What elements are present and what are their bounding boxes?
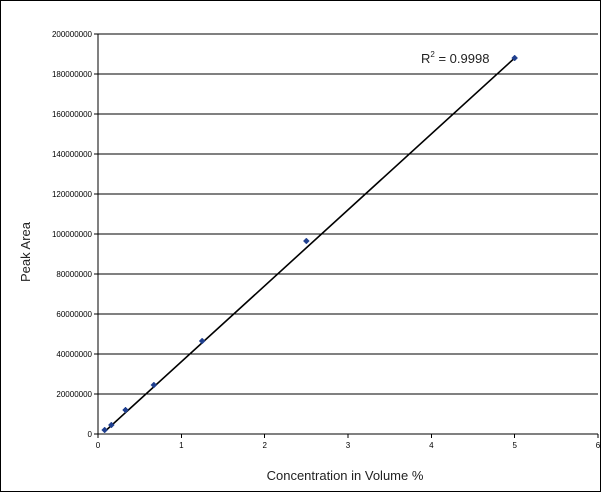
x-tick-label-0: 0 bbox=[96, 441, 101, 450]
y-tick-label-20000000: 20000000 bbox=[56, 390, 92, 399]
y-tick-label-200000000: 200000000 bbox=[52, 30, 93, 39]
trendline-layer bbox=[104, 57, 516, 433]
axes bbox=[94, 33, 599, 438]
data-point-2 bbox=[122, 406, 129, 414]
x-tick-label-5: 5 bbox=[512, 441, 517, 450]
x-tick-label-4: 4 bbox=[429, 441, 434, 450]
data-point-4 bbox=[198, 337, 206, 345]
data-point-6 bbox=[511, 54, 519, 62]
y-tick-label-140000000: 140000000 bbox=[52, 150, 93, 159]
data-points bbox=[101, 54, 519, 434]
x-tick-label-6: 6 bbox=[596, 441, 600, 450]
y-tick-labels: 0 20000000 40000000 60000000 80000000 1000000… bbox=[52, 30, 93, 439]
x-tick-label-2: 2 bbox=[262, 441, 267, 450]
y-tick-label-180000000: 180000000 bbox=[52, 70, 93, 79]
y-tick-label-0: 0 bbox=[88, 430, 93, 439]
y-tick-label-80000000: 80000000 bbox=[56, 270, 92, 279]
y-tick-label-100000000: 100000000 bbox=[52, 230, 93, 239]
y-tick-label-120000000: 120000000 bbox=[52, 190, 93, 199]
data-point-5 bbox=[302, 237, 310, 245]
gridlines bbox=[98, 33, 598, 395]
x-tick-label-3: 3 bbox=[346, 441, 351, 450]
y-axis-title: Peak Area bbox=[18, 221, 33, 282]
r-squared-value: = 0.9998 bbox=[435, 51, 490, 66]
y-tick-label-40000000: 40000000 bbox=[56, 350, 92, 359]
x-tick-labels: 0 1 2 3 4 5 6 bbox=[96, 441, 600, 450]
x-tick-label-1: 1 bbox=[179, 441, 184, 450]
data-point-0 bbox=[101, 426, 109, 434]
x-axis-title: Concentration in Volume % bbox=[267, 468, 424, 483]
y-tick-label-160000000: 160000000 bbox=[52, 110, 93, 119]
r-squared-r: R bbox=[421, 51, 430, 66]
r-squared-annotation: R2 = 0.9998 bbox=[421, 50, 489, 66]
data-point-1 bbox=[107, 421, 115, 429]
data-point-3 bbox=[150, 381, 158, 389]
linear-trendline bbox=[104, 57, 516, 433]
r-squared-exponent: 2 bbox=[430, 50, 435, 59]
y-tick-label-60000000: 60000000 bbox=[56, 310, 92, 319]
